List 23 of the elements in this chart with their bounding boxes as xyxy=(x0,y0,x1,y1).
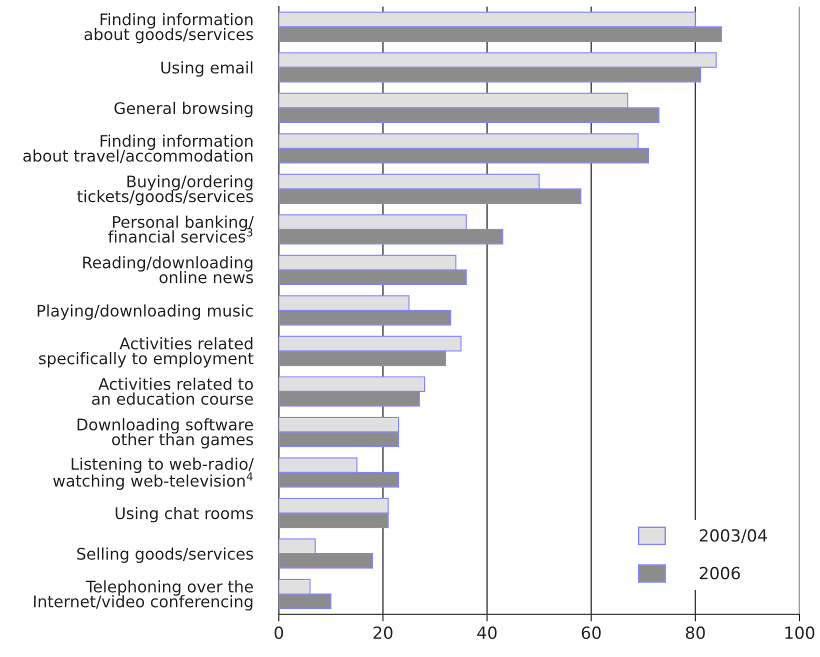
y-tick-label: Playing/downloading music xyxy=(38,304,253,320)
y-tick-label: Buying/ordering tickets/goods/services xyxy=(77,175,254,206)
y-tick-label: Using chat rooms xyxy=(116,506,254,522)
y-tick-label: Listening to web-radio/ watching web-television$^{4}$ xyxy=(53,458,254,490)
y-tick-label: Personal banking/ financial services$^{3}$ xyxy=(108,216,254,243)
x-tick-label: 60 xyxy=(582,626,601,639)
y-tick-label: Activities related specifically to employment xyxy=(39,337,254,368)
y-tick-label: Finding information about goods/services xyxy=(84,13,254,44)
x-tick-label: 40 xyxy=(477,626,497,639)
y-tick-label: Using email xyxy=(161,61,252,77)
legend-label: 2006 xyxy=(700,566,740,580)
y-tick-label: Downloading software other than games xyxy=(78,418,254,448)
legend-label: 2003/04 xyxy=(700,529,767,544)
x-tick-label: 100 xyxy=(785,626,814,639)
y-tick-label: Telephoning over the Internet/video conferencing xyxy=(34,580,253,611)
x-tick-label: 20 xyxy=(374,626,392,639)
y-tick-label: Reading/downloading online news xyxy=(83,256,254,284)
y-tick-label: General browsing xyxy=(114,102,252,118)
y-tick-label: Finding information about travel/accommodation xyxy=(23,134,252,164)
x-tick-label: 80 xyxy=(686,626,705,639)
y-tick-label: Activities related to an education course xyxy=(92,378,253,405)
y-tick-label: Selling goods/services xyxy=(77,547,254,563)
x-tick-label: 0 xyxy=(274,626,283,639)
